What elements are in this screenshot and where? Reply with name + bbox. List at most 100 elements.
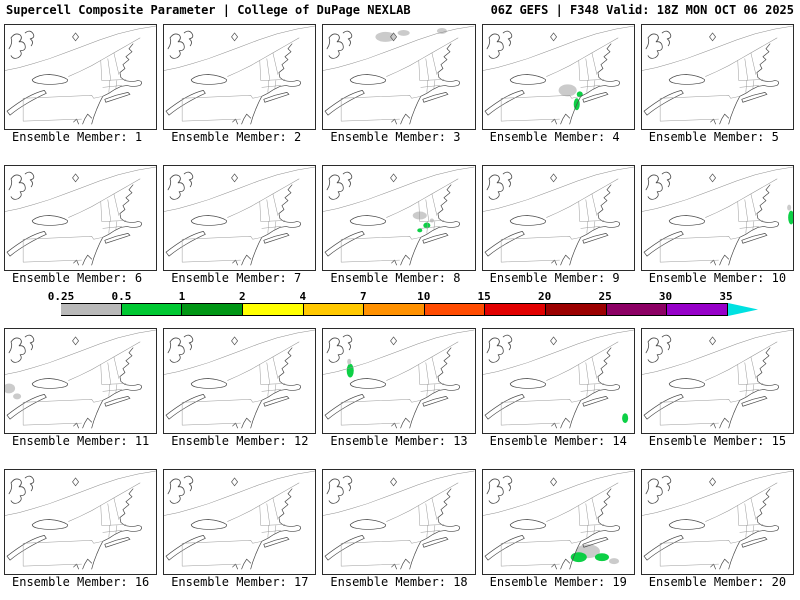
colorbar-segment [546, 303, 607, 316]
colorbar-tick-label: 0.5 [111, 290, 132, 303]
colorbar-segment [728, 303, 759, 316]
ensemble-caption-3: Ensemble Member: 3 [330, 130, 461, 144]
scp-shaded-area [397, 29, 411, 36]
ensemble-caption-6: Ensemble Member: 6 [12, 271, 143, 285]
ensemble-caption-16: Ensemble Member: 16 [12, 575, 150, 589]
scp-shaded-area [423, 222, 431, 229]
scp-shaded-area [570, 552, 587, 563]
ensemble-map-8 [322, 165, 476, 271]
ensemble-map-6 [4, 165, 158, 271]
ensemble-caption-8: Ensemble Member: 8 [330, 271, 461, 285]
scp-shaded-area [787, 210, 793, 225]
colorbar-segment [61, 303, 122, 316]
ensemble-panel-15: Ensemble Member: 15 [640, 328, 794, 449]
run-valid-time: 06Z GEFS | F348 Valid: 18Z MON OCT 06 20… [490, 3, 794, 17]
ensemble-panel-8: Ensemble Member: 8 [322, 165, 476, 286]
ensemble-map-7 [163, 165, 317, 271]
ensemble-map-10 [640, 165, 794, 271]
scp-shaded-area [437, 27, 448, 34]
ensemble-panel-18: Ensemble Member: 18 [322, 469, 476, 590]
ensemble-map-15 [640, 328, 794, 434]
ensemble-panel-20: Ensemble Member: 20 [640, 469, 794, 590]
colorbar-bar [6, 303, 759, 316]
ensemble-panel-3: Ensemble Member: 3 [322, 24, 476, 145]
ensemble-caption-18: Ensemble Member: 18 [330, 575, 468, 589]
ensemble-map-5 [640, 24, 794, 130]
scp-shaded-area [413, 211, 428, 220]
colorbar-tick-label: 1 [178, 290, 186, 303]
panel-row-3: Ensemble Member: 11 Ensemble Member: 12 … [0, 328, 800, 449]
colorbar-segment [485, 303, 547, 316]
ensemble-caption-15: Ensemble Member: 15 [648, 434, 787, 448]
ensemble-map-3 [322, 24, 476, 130]
scp-colorbar: 0.25 0.5 1 2 4 7 10 15 20 25 30 35 [6, 290, 759, 320]
colorbar-tick-label: 2 [239, 290, 246, 303]
colorbar-tick-label: 25 [598, 290, 612, 303]
ensemble-caption-1: Ensemble Member: 1 [12, 130, 143, 144]
ensemble-caption-13: Ensemble Member: 13 [330, 434, 468, 448]
ensemble-panel-19: Ensemble Member: 19 [481, 469, 635, 590]
ensemble-caption-12: Ensemble Member: 12 [171, 434, 309, 448]
ensemble-map-17 [163, 469, 317, 575]
panel-row-2: Ensemble Member: 6 Ensemble Member: 7 En… [0, 165, 800, 286]
colorbar-segment [424, 303, 486, 316]
ensemble-panel-10: Ensemble Member: 10 [640, 165, 794, 286]
colorbar-segment [6, 303, 61, 316]
ensemble-map-11 [4, 328, 158, 434]
scp-shaded-area [786, 204, 791, 211]
ensemble-panel-16: Ensemble Member: 16 [4, 469, 158, 590]
scp-shaded-area [417, 228, 423, 233]
colorbar-segment [667, 303, 729, 316]
scp-shaded-area [608, 558, 619, 565]
colorbar-tick-label: 0.25 [47, 290, 75, 303]
ensemble-map-14 [481, 328, 635, 434]
scp-shaded-area [347, 358, 352, 365]
ensemble-map-16 [4, 469, 158, 575]
ensemble-caption-14: Ensemble Member: 14 [489, 434, 627, 448]
scp-shaded-area [5, 383, 16, 394]
ensemble-panel-7: Ensemble Member: 7 [163, 165, 317, 286]
colorbar-labels: 0.25 0.5 1 2 4 7 10 15 20 25 30 35 [6, 290, 758, 303]
colorbar-tick-label: 7 [359, 290, 367, 303]
ensemble-panel-12: Ensemble Member: 12 [163, 328, 317, 449]
ensemble-panel-2: Ensemble Member: 2 [163, 24, 317, 145]
ensemble-panel-4: Ensemble Member: 4 [481, 24, 635, 145]
scp-shaded-area [347, 363, 355, 378]
ensemble-caption-10: Ensemble Member: 10 [648, 271, 787, 285]
scp-shaded-area [13, 393, 22, 400]
ensemble-panel-17: Ensemble Member: 17 [163, 469, 317, 590]
ensemble-caption-9: Ensemble Member: 9 [489, 271, 620, 285]
ensemble-caption-20: Ensemble Member: 20 [648, 575, 787, 589]
colorbar-tick-label: 10 [417, 290, 431, 303]
ensemble-panel-11: Ensemble Member: 11 [4, 328, 158, 449]
colorbar-segment [182, 303, 243, 316]
ensemble-map-1 [4, 24, 158, 130]
panel-row-4: Ensemble Member: 16 Ensemble Member: 17 … [0, 469, 800, 590]
colorbar-segment [303, 303, 365, 316]
ensemble-map-12 [163, 328, 317, 434]
ensemble-map-2 [163, 24, 317, 130]
ensemble-caption-7: Ensemble Member: 7 [171, 271, 302, 285]
ensemble-map-19 [481, 469, 635, 575]
ensemble-map-20 [640, 469, 794, 575]
ensemble-map-18 [322, 469, 476, 575]
colorbar-tick-label: 35 [719, 290, 733, 303]
ensemble-caption-2: Ensemble Member: 2 [171, 130, 302, 144]
ensemble-panel-6: Ensemble Member: 6 [4, 165, 158, 286]
colorbar-segment [606, 303, 668, 316]
ensemble-panel-14: Ensemble Member: 14 [481, 328, 635, 449]
ensemble-caption-19: Ensemble Member: 19 [489, 575, 627, 589]
scp-shaded-area [430, 218, 435, 223]
title-bar: Supercell Composite Parameter | College … [0, 0, 800, 18]
colorbar-tick-label: 20 [538, 290, 552, 303]
scp-shaded-area [558, 84, 577, 97]
ensemble-caption-17: Ensemble Member: 17 [171, 575, 309, 589]
scp-shaded-area [375, 31, 396, 42]
ensemble-map-13 [322, 328, 476, 434]
ensemble-caption-11: Ensemble Member: 11 [12, 434, 150, 448]
colorbar-tick-label: 4 [299, 290, 307, 303]
scp-shaded-area [621, 413, 628, 424]
ensemble-caption-4: Ensemble Member: 4 [489, 130, 620, 144]
colorbar-tick-label: 30 [658, 290, 673, 303]
scp-shaded-area [594, 553, 609, 562]
